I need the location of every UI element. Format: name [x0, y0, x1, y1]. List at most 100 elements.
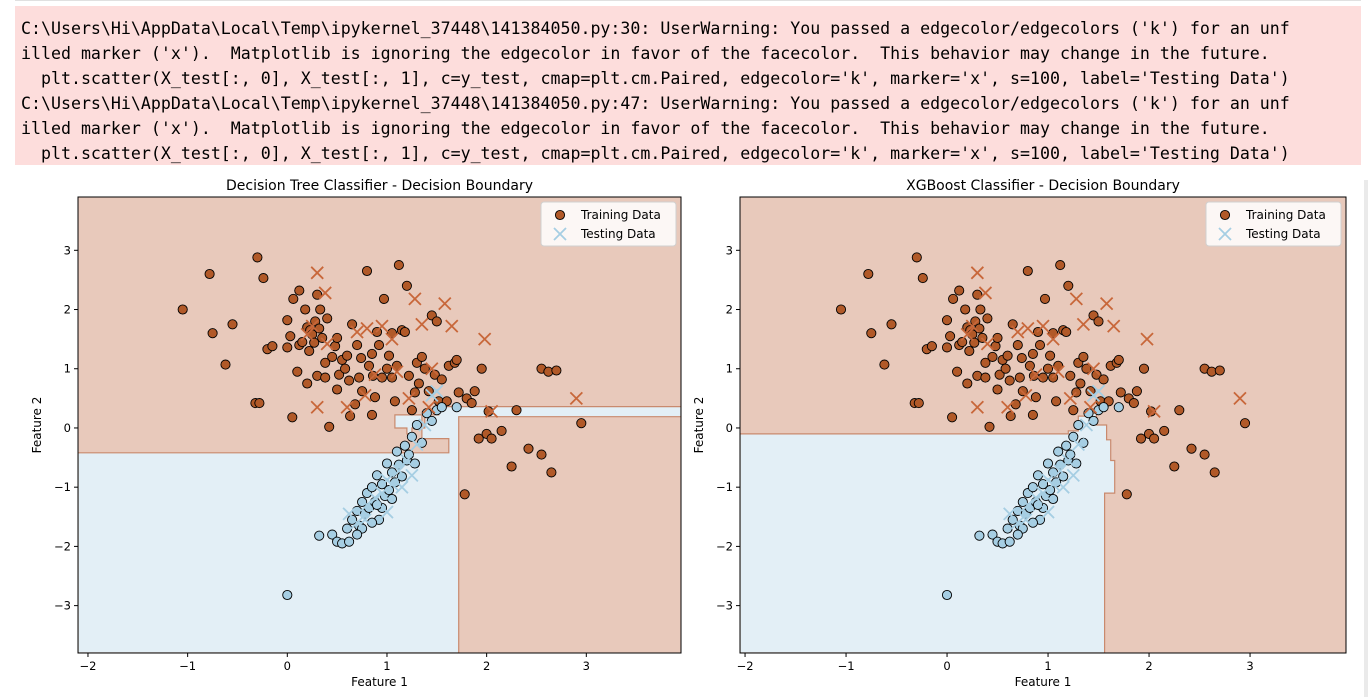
- training-point: [1068, 405, 1079, 416]
- training-point: [1061, 440, 1072, 451]
- training-point: [347, 514, 358, 525]
- training-point: [1088, 415, 1099, 426]
- region-class-0: [78, 406, 681, 653]
- training-point: [1239, 418, 1251, 429]
- training-point: [386, 328, 398, 339]
- y-tick-label: 2: [726, 303, 733, 317]
- training-point: [288, 293, 299, 304]
- training-point: [1098, 374, 1109, 385]
- testing-point: [1071, 437, 1085, 452]
- training-point: [1007, 514, 1018, 525]
- training-point: [340, 363, 351, 374]
- training-point: [431, 316, 442, 327]
- training-point: [960, 304, 971, 315]
- training-point: [361, 265, 373, 277]
- training-point: [1075, 378, 1086, 389]
- training-point: [426, 415, 437, 426]
- training-point: [309, 337, 320, 348]
- training-point: [1169, 461, 1180, 472]
- training-point: [473, 433, 484, 444]
- testing-point: [1086, 362, 1101, 376]
- training-point: [476, 363, 487, 374]
- training-point: [334, 369, 345, 380]
- training-point: [483, 406, 494, 417]
- training-point: [1209, 467, 1220, 478]
- training-point: [1045, 350, 1056, 361]
- testing-point: [1147, 404, 1161, 419]
- testing-point: [350, 516, 364, 530]
- testing-point: [1079, 418, 1094, 432]
- legend: Training Data Testing Data: [540, 201, 677, 247]
- training-point: [369, 392, 381, 403]
- training-point: [1093, 316, 1104, 327]
- training-point: [992, 332, 1003, 343]
- training-point: [1030, 392, 1041, 403]
- training-point: [1131, 386, 1142, 397]
- testing-point: [1061, 453, 1075, 468]
- training-point: [980, 357, 991, 368]
- training-point: [1068, 431, 1079, 442]
- scrollbar[interactable]: [1364, 180, 1368, 697]
- training-point: [378, 293, 390, 304]
- x-tick-label: 2: [483, 659, 490, 673]
- chart-panel-2: −2 −1 0 1 2 3 −3 −2 −1 0 1 2 3 XGBoost Classifier - D…: [692, 178, 1347, 689]
- testing-point: [1099, 296, 1114, 311]
- x-tick-label: −2: [737, 659, 754, 673]
- training-point: [391, 446, 402, 457]
- x-tick-label: 3: [1246, 659, 1253, 673]
- testing-point: [1019, 388, 1033, 403]
- training-point: [1014, 372, 1025, 383]
- region-class-0: [740, 412, 1116, 653]
- training-point: [945, 331, 956, 342]
- training-point: [292, 366, 303, 377]
- training-point: [1113, 354, 1124, 365]
- training-point: [1081, 363, 1092, 374]
- legend-training-marker: [554, 209, 566, 221]
- training-point: [254, 398, 265, 409]
- training-point: [551, 365, 562, 376]
- training-point: [1149, 433, 1160, 444]
- training-point: [974, 530, 985, 541]
- legend-training-label: Training Data: [580, 208, 661, 222]
- y-tick-label: 3: [726, 243, 733, 257]
- training-point: [1024, 360, 1035, 371]
- training-point: [1053, 446, 1064, 457]
- testing-point: [1011, 325, 1025, 339]
- testing-point: [970, 266, 984, 280]
- training-point: [322, 313, 333, 324]
- legend-box: [540, 201, 677, 247]
- training-point: [926, 341, 937, 352]
- x-tick-label: 1: [1044, 659, 1051, 673]
- training-point: [320, 357, 331, 368]
- training-point: [267, 341, 278, 352]
- training-point: [1012, 340, 1023, 351]
- testing-point: [375, 319, 389, 333]
- testing-point: [1036, 319, 1050, 333]
- testing-point: [978, 286, 993, 300]
- y-tick-label: 3: [64, 243, 71, 257]
- training-point: [1022, 265, 1033, 277]
- legend-testing-label: Testing Data: [1245, 227, 1321, 241]
- training-point: [332, 332, 343, 343]
- training-point: [347, 319, 358, 330]
- chart-title: XGBoost Classifier - Decision Boundary: [906, 178, 1180, 194]
- training-point: [975, 304, 986, 315]
- training-point: [1091, 369, 1102, 380]
- training-point: [451, 354, 462, 365]
- chart-title: Decision Tree Classifier - Decision Boun…: [226, 178, 533, 194]
- axes-frame: [77, 196, 682, 654]
- testing-point: [305, 319, 319, 333]
- testing-point: [358, 513, 372, 527]
- training-point: [1048, 493, 1059, 505]
- training-point: [1055, 260, 1066, 271]
- training-point: [389, 396, 400, 407]
- training-point: [352, 340, 363, 351]
- training-point: [393, 260, 404, 271]
- training-point: [546, 467, 557, 478]
- training-point: [363, 360, 375, 371]
- training-point: [948, 293, 959, 304]
- training-point: [406, 431, 417, 442]
- training-point: [396, 471, 407, 482]
- training-point: [366, 348, 378, 359]
